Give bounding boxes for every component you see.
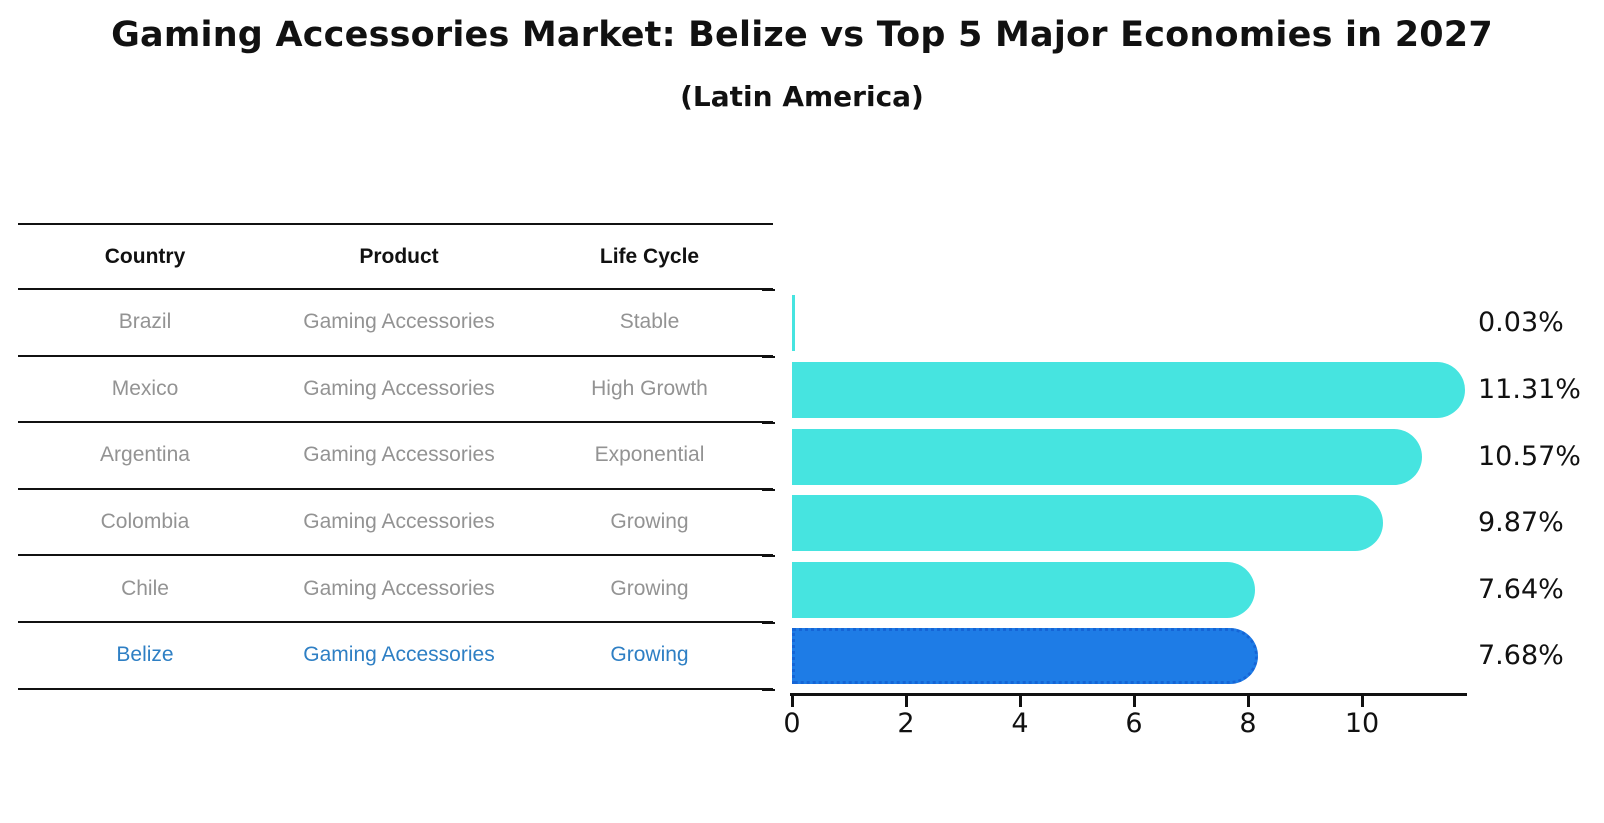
country-cell: Belize xyxy=(116,643,174,667)
x-axis-tick-label: 10 xyxy=(1344,708,1380,739)
value-label-mexico: 11.31% xyxy=(1478,373,1581,405)
x-axis-tick-label: 2 xyxy=(897,708,915,739)
country-cell: Argentina xyxy=(100,443,190,467)
table-row: Chile Gaming Accessories Growing xyxy=(18,556,773,623)
product-cell: Gaming Accessories xyxy=(303,510,495,534)
table-row: Belize Gaming Accessories Growing xyxy=(18,623,773,690)
y-axis-tick xyxy=(762,289,775,291)
bar-chile xyxy=(792,561,1256,618)
product-cell: Gaming Accessories xyxy=(303,643,495,667)
x-axis-tick-label: 6 xyxy=(1125,708,1143,739)
x-axis-tick xyxy=(1019,696,1022,707)
bar-belize xyxy=(792,628,1258,685)
product-cell: Gaming Accessories xyxy=(303,376,495,400)
x-axis-tick-label: 4 xyxy=(1011,708,1029,739)
bar-argentina xyxy=(792,428,1423,485)
life-cycle-cell: Stable xyxy=(619,310,680,334)
bar-brazil xyxy=(792,295,795,352)
y-axis-tick xyxy=(762,355,775,358)
value-label-argentina: 10.57% xyxy=(1478,440,1581,472)
y-axis-tick xyxy=(762,555,775,558)
value-label-colombia: 9.87% xyxy=(1478,507,1564,539)
x-axis-tick xyxy=(1133,696,1136,707)
table-row: Colombia Gaming Accessories Growing xyxy=(18,490,773,557)
y-axis-tick xyxy=(762,688,775,691)
product-cell: Gaming Accessories xyxy=(303,310,495,334)
page-subtitle: (Latin America) xyxy=(680,80,924,113)
life-cycle-cell: Growing xyxy=(610,576,689,600)
table-row: Argentina Gaming Accessories Exponential xyxy=(18,423,773,490)
x-axis-line xyxy=(790,693,1467,696)
y-axis-tick xyxy=(762,422,775,425)
life-cycle-cell: Exponential xyxy=(594,443,705,467)
country-cell: Mexico xyxy=(111,376,179,400)
value-label-chile: 7.64% xyxy=(1478,573,1564,605)
y-axis-tick xyxy=(762,488,775,491)
x-axis-tick xyxy=(1361,696,1364,707)
column-header-life-cycle: Life Cycle xyxy=(599,244,700,268)
table-header-row: Country Product Life Cycle xyxy=(18,225,773,290)
value-label-brazil: 0.03% xyxy=(1478,307,1564,339)
bar-mexico xyxy=(792,361,1465,418)
x-axis-tick xyxy=(791,696,794,707)
column-header-country: Country xyxy=(104,244,186,268)
table-row: Mexico Gaming Accessories High Growth xyxy=(18,357,773,424)
column-header-product: Product xyxy=(359,244,439,268)
country-cell: Brazil xyxy=(118,310,172,334)
x-axis-tick-label: 8 xyxy=(1239,708,1257,739)
x-axis-tick xyxy=(905,696,908,707)
life-cycle-cell: Growing xyxy=(610,510,689,534)
country-table: Country Product Life Cycle Brazil Gaming … xyxy=(18,223,773,690)
table-body: Brazil Gaming Accessories Stable Mexico Gami… xyxy=(18,290,773,690)
country-cell: Colombia xyxy=(100,510,190,534)
life-cycle-cell: High Growth xyxy=(591,376,708,400)
value-label-belize: 7.68% xyxy=(1478,640,1564,672)
country-cell: Chile xyxy=(121,576,169,600)
bar-colombia xyxy=(792,495,1383,552)
x-axis-tick-label: 0 xyxy=(783,708,801,739)
table-row: Brazil Gaming Accessories Stable xyxy=(18,290,773,357)
life-cycle-cell: Growing xyxy=(610,643,689,667)
x-axis-tick xyxy=(1247,696,1250,707)
page-title: Gaming Accessories Market: Belize vs Top… xyxy=(111,15,1493,55)
product-cell: Gaming Accessories xyxy=(303,576,495,600)
product-cell: Gaming Accessories xyxy=(303,443,495,467)
y-axis-tick xyxy=(762,622,775,624)
